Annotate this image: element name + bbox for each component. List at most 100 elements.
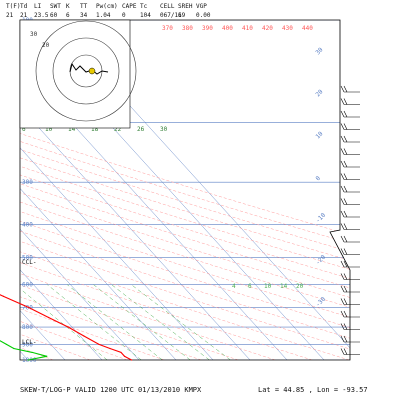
dewpoint-point: [13, 347, 15, 350]
header-label: CELL: [160, 3, 175, 10]
mixing-ratio-line: [111, 284, 210, 360]
wind-barb: [340, 98, 360, 105]
wind-barbs: [340, 85, 360, 355]
header-value: 1.04: [96, 12, 111, 19]
dry-adiabat: [20, 20, 276, 360]
temperature-point: [83, 335, 85, 337]
header-value: 21: [6, 12, 14, 19]
mixing-ratio-line: [131, 284, 231, 360]
wind-barb: [340, 248, 360, 255]
wind-barb: [340, 148, 360, 155]
top-axis-label: 370: [162, 25, 173, 32]
header-value: 34: [80, 12, 88, 19]
temperature-point: [98, 343, 100, 346]
wind-barb: [340, 223, 360, 230]
wind-barb: [340, 335, 360, 343]
header-value: 60: [50, 12, 58, 19]
header-value: 0.00: [196, 12, 211, 19]
pressure-label: 300: [22, 179, 33, 186]
storm-motion-marker: [88, 67, 96, 75]
dewpoint-point: [5, 343, 8, 346]
top-axis-label: 430: [282, 25, 293, 32]
mixing-ratio-label: 10: [264, 283, 272, 290]
mixing-ratio-line: [93, 284, 191, 360]
wind-barb: [340, 198, 360, 205]
wind-barb: [340, 285, 360, 293]
temperature-point: [123, 355, 126, 357]
dry-adiabat: [20, 20, 350, 360]
lcl-marker: LCL-: [22, 339, 36, 346]
ccl-marker: CCL-: [22, 259, 36, 266]
dry-adiabat: [20, 20, 350, 360]
hodograph-ring-label: 20: [42, 42, 50, 49]
dry-adiabat: [20, 20, 350, 360]
dry-adiabat: [20, 20, 350, 360]
wind-barb: [340, 110, 360, 118]
header-label: Tc: [140, 3, 148, 10]
hodograph: 30 20: [19, 19, 137, 129]
mixing-ratio-line: [47, 284, 142, 360]
band-label: 10: [45, 126, 53, 133]
dewpoint-point: [46, 355, 48, 357]
dewpoint-point: [27, 359, 29, 361]
temperature-point: [27, 306, 29, 308]
mixing-ratio-label: 6: [248, 283, 252, 290]
header-value: 23.5: [34, 12, 49, 19]
side-isotherm-label: 0: [314, 175, 322, 183]
wind-barb: [340, 135, 360, 143]
temperature-profile: [0, 294, 132, 361]
hodograph-ring: [35, 20, 137, 122]
wind-barb: [340, 260, 360, 268]
wind-barb: [340, 85, 360, 93]
header-label: SWT: [50, 3, 61, 10]
wind-barb: [340, 273, 360, 280]
top-axis-label: 380: [182, 25, 193, 32]
header-label: Td: [20, 3, 28, 10]
dry-adiabat: [20, 20, 128, 360]
wind-barb: [340, 185, 360, 193]
band-label: 6: [22, 126, 26, 133]
dry-adiabat: [20, 20, 350, 360]
header-parameters: T(F) Td LI SWT K TT Pw(cm) CAPE Tc CELL SREH VGP 21 2…: [6, 3, 211, 19]
header-value: 067/16: [160, 12, 182, 19]
wind-barb: [340, 348, 360, 355]
isotherm-line: [20, 20, 103, 360]
diagram-grid: 3703803904004104204304401002003004005006…: [19, 17, 351, 364]
pressure-label: 1000: [22, 357, 37, 364]
side-isotherm-label: 10: [314, 130, 324, 140]
hodograph-trace: [69, 62, 109, 75]
hodograph-ring-label: 30: [30, 31, 38, 38]
hodograph-box: [19, 19, 131, 129]
sounding-profiles: [0, 294, 133, 361]
isotherm-line: [20, 20, 140, 360]
wind-barb: [340, 298, 360, 305]
header-label: LI: [34, 3, 42, 10]
dry-adiabat: [20, 20, 350, 360]
isotherm-line: [20, 20, 177, 360]
header-value: 0: [122, 12, 126, 19]
wind-barb: [340, 310, 360, 318]
temperature-point: [120, 351, 122, 354]
band-label: 26: [137, 126, 145, 133]
header-label: K: [66, 3, 70, 10]
temperature-point: [67, 326, 69, 328]
header-value: 19: [178, 12, 186, 19]
header-label: VGP: [196, 3, 207, 10]
wind-barb: [340, 235, 360, 243]
mixing-ratio-label: 14: [280, 283, 288, 290]
clipped-grid: [20, 20, 350, 360]
band-label: 18: [91, 126, 99, 133]
footer-lat-lon: Lat = 44.85 , Lon = -93.57: [258, 386, 368, 394]
wind-barb: [340, 173, 360, 180]
side-isotherm-label: -20: [314, 254, 327, 267]
footer-title: SKEW-T/LOG-P VALID 1200 UTC 01/13/2010 K…: [20, 386, 202, 394]
band-label: 14: [68, 126, 76, 133]
wind-barb: [340, 160, 360, 168]
wind-barb: [340, 210, 360, 218]
pressure-label: 600: [22, 282, 33, 289]
band-label: 22: [114, 126, 122, 133]
mixing-ratio-label: 4: [232, 283, 236, 290]
header-label: TT: [80, 3, 88, 10]
isotherm-line: [20, 20, 214, 360]
